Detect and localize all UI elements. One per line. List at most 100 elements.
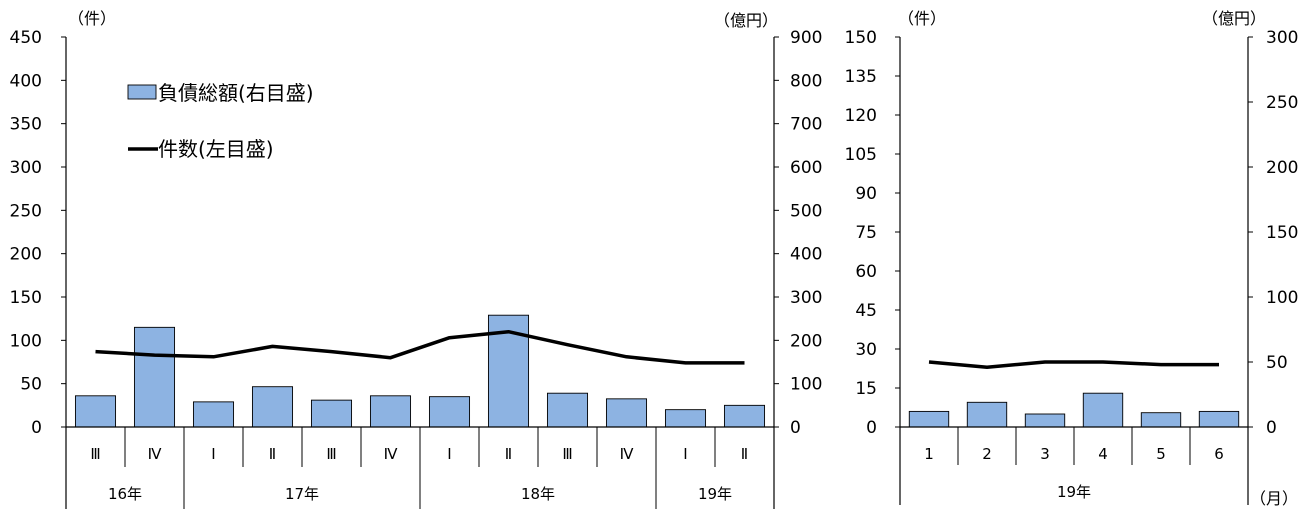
y-tick-label: 15 — [855, 379, 877, 399]
y-tick-label: 200 — [790, 331, 822, 351]
bar-series — [74, 314, 766, 428]
year-group-labels: 19年 — [1057, 483, 1091, 501]
y-tick-label: 120 — [845, 106, 877, 126]
y-tick-label: 200 — [1266, 158, 1298, 178]
left-axis-unit: （件） — [898, 9, 946, 28]
bar — [966, 401, 1008, 428]
category-label: Ⅱ — [505, 445, 512, 463]
line-series — [928, 360, 1219, 369]
bar — [1140, 412, 1182, 428]
category-label: 2 — [982, 445, 992, 463]
y-tick-label: 60 — [855, 262, 877, 282]
bar — [74, 395, 117, 428]
y-tick-label: 300 — [790, 288, 822, 308]
bar — [723, 404, 766, 428]
legend-bar-swatch — [127, 84, 157, 100]
y-tick-label: 700 — [790, 115, 822, 135]
y-tick-label: 50 — [20, 375, 42, 395]
legend: 負債総額(右目盛) 件数(左目盛) — [127, 81, 314, 161]
category-label: 6 — [1214, 445, 1224, 463]
y-tick-label: 0 — [790, 418, 801, 438]
y-tick-label: 90 — [855, 184, 877, 204]
category-label: 3 — [1040, 445, 1050, 463]
category-label: Ⅲ — [562, 445, 572, 463]
y-tick-label: 800 — [790, 71, 822, 91]
category-label: Ⅲ — [326, 445, 336, 463]
category-label: Ⅰ — [211, 445, 215, 463]
y-tick-label: 400 — [790, 245, 822, 265]
bar-series — [908, 392, 1240, 428]
y-tick-label: 50 — [1266, 353, 1288, 373]
bar — [1082, 392, 1124, 428]
y-tick-label: 900 — [790, 28, 822, 48]
left-axis-unit: （件） — [68, 9, 116, 28]
category-label: Ⅳ — [620, 445, 634, 463]
category-labels: Ⅲ Ⅳ Ⅰ Ⅱ Ⅲ Ⅳ Ⅰ Ⅱ Ⅲ Ⅳ Ⅰ Ⅱ — [90, 427, 748, 467]
bar — [251, 386, 294, 428]
y-tick-label: 450 — [10, 28, 42, 48]
group-label: 18年 — [521, 485, 555, 503]
y-tick-label: 0 — [1266, 418, 1277, 438]
y-tick-label: 100 — [10, 331, 42, 351]
y-tick-label: 250 — [10, 201, 42, 221]
category-label: Ⅱ — [741, 445, 748, 463]
left-y-axis-ticks: 0 15 30 45 60 75 90 105 120 135 150 — [845, 28, 900, 438]
left-y-axis-ticks: 0 50 100 150 200 250 300 350 400 450 — [10, 28, 66, 438]
y-tick-label: 0 — [31, 418, 42, 438]
category-labels: 1 2 3 4 5 6 — [924, 427, 1224, 465]
group-label: 16年 — [108, 485, 142, 503]
y-tick-label: 150 — [10, 288, 42, 308]
legend-line-label: 件数(左目盛) — [158, 137, 274, 161]
bar — [192, 401, 235, 428]
category-label: Ⅰ — [683, 445, 687, 463]
category-label: Ⅱ — [269, 445, 276, 463]
y-tick-label: 135 — [845, 67, 877, 87]
y-tick-label: 0 — [866, 418, 877, 438]
y-tick-label: 105 — [845, 145, 877, 165]
right-axis-unit: （億円） — [1202, 9, 1266, 28]
category-label: Ⅳ — [384, 445, 398, 463]
y-tick-label: 300 — [10, 158, 42, 178]
category-label: Ⅰ — [447, 445, 451, 463]
y-tick-label: 200 — [10, 245, 42, 265]
y-tick-label: 250 — [1266, 93, 1298, 113]
right-y-axis-ticks: 0 100 200 300 400 500 600 700 800 900 — [774, 28, 822, 438]
y-tick-label: 500 — [790, 201, 822, 221]
y-tick-label: 300 — [1266, 28, 1298, 48]
month-unit: （月） — [1250, 489, 1298, 508]
group-label: 17年 — [285, 485, 319, 503]
y-tick-label: 100 — [790, 375, 822, 395]
y-tick-label: 350 — [10, 115, 42, 135]
y-tick-label: 400 — [10, 71, 42, 91]
y-tick-label: 600 — [790, 158, 822, 178]
y-tick-label: 75 — [855, 223, 877, 243]
group-label: 19年 — [1057, 483, 1091, 501]
category-label: 4 — [1098, 445, 1108, 463]
bar — [605, 398, 648, 428]
bar — [908, 410, 950, 428]
bar — [310, 399, 353, 428]
bar — [546, 392, 589, 428]
right-y-axis-ticks: 0 50 100 150 200 250 300 — [1248, 28, 1298, 438]
axes — [899, 37, 1249, 505]
legend-bar-label: 負債総額(右目盛) — [158, 81, 314, 105]
right-axis-unit: （億円） — [714, 11, 778, 30]
y-tick-label: 150 — [1266, 223, 1298, 243]
category-label: 5 — [1156, 445, 1166, 463]
category-label: Ⅳ — [148, 445, 162, 463]
category-label: 1 — [924, 445, 934, 463]
y-tick-label: 45 — [855, 301, 877, 321]
count-line — [928, 360, 1219, 369]
bar — [664, 409, 707, 428]
bar — [133, 326, 176, 428]
line-series — [95, 329, 745, 365]
group-label: 19年 — [698, 485, 732, 503]
count-line — [95, 329, 745, 365]
axes — [65, 37, 775, 509]
y-tick-label: 100 — [1266, 288, 1298, 308]
bar — [369, 395, 412, 428]
bar — [1024, 413, 1066, 428]
bar — [428, 396, 471, 428]
